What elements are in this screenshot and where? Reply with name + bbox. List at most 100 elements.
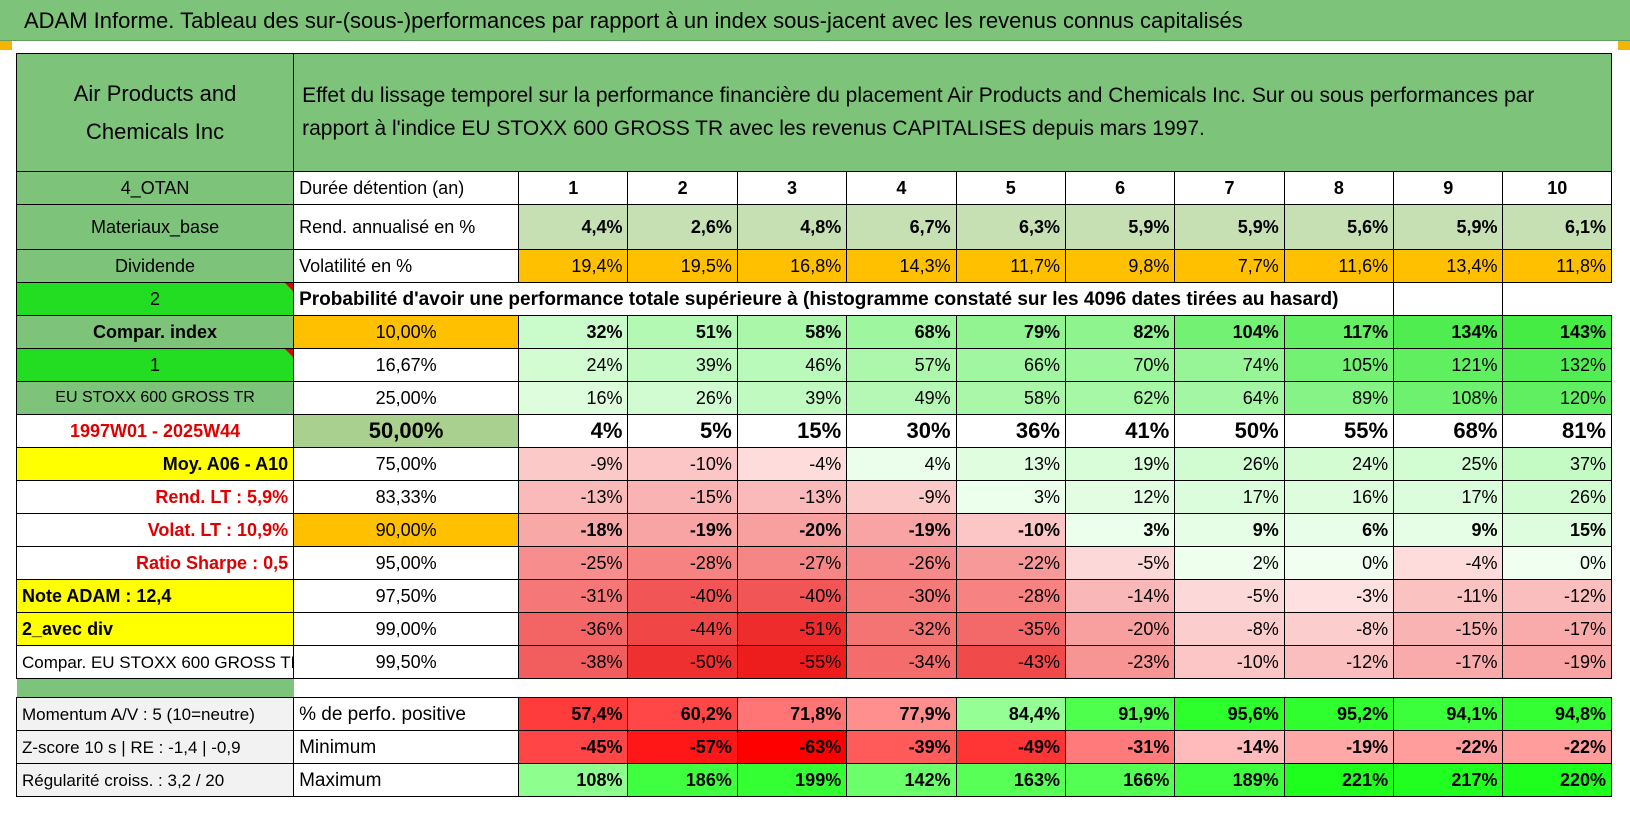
- performance-value: -50%: [627, 645, 738, 679]
- performance-value: -36%: [518, 612, 629, 646]
- spacer: [294, 679, 1612, 698]
- performance-value: 39%: [736, 381, 848, 415]
- performance-value: -10%: [627, 447, 738, 481]
- annualized-return-value: 4,8%: [736, 204, 848, 250]
- annualized-return-value: 4,4%: [518, 204, 629, 250]
- performance-value: -35%: [955, 612, 1066, 646]
- selector-cell-2[interactable]: 2: [15, 282, 295, 316]
- performance-value: 36%: [955, 414, 1066, 448]
- stat-label: % de perfo. positive: [293, 697, 520, 731]
- stat-value: -31%: [1064, 730, 1176, 764]
- holding-year-10: 10: [1502, 171, 1612, 205]
- performance-value: -19%: [627, 513, 738, 547]
- performance-value: 0%: [1283, 546, 1395, 580]
- compar-index-label: Compar. index: [15, 315, 295, 349]
- performance-value: 68%: [846, 315, 957, 349]
- performance-value: -19%: [1502, 645, 1612, 679]
- sharpe-ratio: Ratio Sharpe : 0,5: [15, 546, 295, 580]
- dividend-mode: 2_avec div: [15, 612, 295, 646]
- stat-value: 84,4%: [955, 697, 1066, 731]
- performance-value: -40%: [736, 579, 848, 613]
- holding-year-8: 8: [1283, 171, 1395, 205]
- performance-value: 26%: [627, 381, 738, 415]
- annualized-return-value: 2,6%: [627, 204, 738, 250]
- annualized-return-value: 6,1%: [1502, 204, 1612, 250]
- performance-value: -12%: [1502, 579, 1612, 613]
- performance-value: 49%: [846, 381, 957, 415]
- performance-value: 66%: [955, 348, 1066, 382]
- performance-value: 50%: [1174, 414, 1285, 448]
- stat-value: 95,6%: [1174, 697, 1285, 731]
- performance-value: -17%: [1502, 612, 1612, 646]
- performance-value: 82%: [1064, 315, 1176, 349]
- volatility-value: 7,7%: [1174, 249, 1285, 283]
- performance-value: -9%: [518, 447, 629, 481]
- annualized-return-value: 5,9%: [1174, 204, 1285, 250]
- performance-value: 32%: [518, 315, 629, 349]
- index-name: EU STOXX 600 GROSS TR: [15, 381, 295, 415]
- stat-value: -39%: [846, 730, 957, 764]
- holding-year-6: 6: [1064, 171, 1176, 205]
- performance-value: 68%: [1393, 414, 1504, 448]
- volatility-value: 16,8%: [736, 249, 848, 283]
- stat-value: 71,8%: [736, 697, 848, 731]
- performance-value: 17%: [1393, 480, 1504, 514]
- performance-value: 24%: [1283, 447, 1395, 481]
- volatility-value: 14,3%: [846, 249, 957, 283]
- performance-value: 120%: [1502, 381, 1612, 415]
- quantile-percent: 25,00%: [293, 381, 520, 415]
- performance-value: 15%: [736, 414, 848, 448]
- spacer-green: [16, 678, 294, 698]
- performance-value: 19%: [1064, 447, 1176, 481]
- performance-value: 64%: [1174, 381, 1285, 415]
- left-edge-marker: [0, 41, 12, 50]
- annualized-return-value: 5,6%: [1283, 204, 1395, 250]
- performance-value: 74%: [1174, 348, 1285, 382]
- performance-value: -30%: [846, 579, 957, 613]
- performance-value: -9%: [846, 480, 957, 514]
- performance-value: -15%: [627, 480, 738, 514]
- performance-value: -32%: [846, 612, 957, 646]
- annualized-return-value: 6,3%: [955, 204, 1066, 250]
- period-range: 1997W01 - 2025W44: [15, 414, 295, 448]
- performance-value: -28%: [955, 579, 1066, 613]
- volatility-value: 11,8%: [1502, 249, 1612, 283]
- performance-value: 58%: [736, 315, 848, 349]
- stat-indicator: Z-score 10 s | RE : -1,4 | -0,9: [15, 730, 295, 764]
- stat-label: Minimum: [293, 730, 520, 764]
- performance-value: -11%: [1393, 579, 1504, 613]
- performance-value: -19%: [846, 513, 957, 547]
- performance-table: Air Products and Chemicals Inc Effet du …: [15, 53, 1612, 797]
- performance-value: -23%: [1064, 645, 1176, 679]
- quantile-percent: 75,00%: [293, 447, 520, 481]
- company-name: Air Products and Chemicals Inc: [15, 53, 295, 172]
- selector-cell-1[interactable]: 1: [15, 348, 295, 382]
- performance-value: 132%: [1502, 348, 1612, 382]
- performance-value: 26%: [1502, 480, 1612, 514]
- performance-value: 9%: [1393, 513, 1504, 547]
- annualized-return-label: Rend. annualisé en %: [293, 204, 520, 250]
- stat-value: 186%: [627, 763, 738, 797]
- performance-value: 39%: [627, 348, 738, 382]
- stat-value: 94,1%: [1393, 697, 1504, 731]
- volatility-value: 19,4%: [518, 249, 629, 283]
- adam-score: Note ADAM : 12,4: [15, 579, 295, 613]
- quantile-percent: 83,33%: [293, 480, 520, 514]
- performance-value: 16%: [1283, 480, 1395, 514]
- probability-caption: Probabilité d'avoir une performance tota…: [293, 282, 1395, 316]
- performance-value: 70%: [1064, 348, 1176, 382]
- performance-value: 5%: [627, 414, 738, 448]
- performance-value: 12%: [1064, 480, 1176, 514]
- stat-indicator: Momentum A/V : 5 (10=neutre): [15, 697, 295, 731]
- stat-value: 57,4%: [518, 697, 629, 731]
- performance-value: -31%: [518, 579, 629, 613]
- stat-value: 166%: [1064, 763, 1176, 797]
- performance-value: 37%: [1502, 447, 1612, 481]
- volatility-value: 13,4%: [1393, 249, 1504, 283]
- dividend-label: Dividende: [15, 249, 295, 283]
- volatility-value: 9,8%: [1064, 249, 1176, 283]
- performance-value: -4%: [736, 447, 848, 481]
- report-title: ADAM Informe. Tableau des sur-(sous-)per…: [24, 8, 1243, 33]
- performance-value: -10%: [955, 513, 1066, 547]
- performance-value: 25%: [1393, 447, 1504, 481]
